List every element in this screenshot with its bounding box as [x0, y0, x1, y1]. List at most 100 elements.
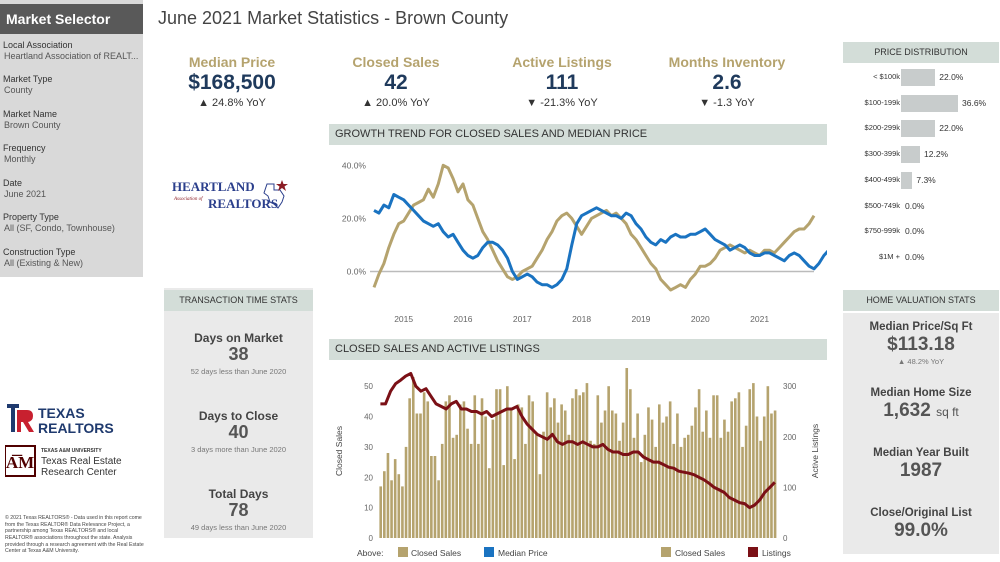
closed-sales-bar [542, 431, 545, 538]
series-line-median-price [373, 193, 827, 289]
hv-label: Close/Original List [870, 507, 972, 519]
price-range-label: $1M + [878, 251, 900, 261]
closed-sales-bar [473, 395, 477, 538]
filter-market-type[interactable]: County [4, 85, 33, 95]
closed-sales-bar [567, 434, 571, 538]
texas-realtors-logo: TEXAS REALTORS [7, 404, 114, 436]
x-tick-label: 2020 [691, 314, 710, 324]
tamu-atm-icon: A͞M [6, 453, 34, 472]
closed-sales-bar [401, 486, 404, 538]
tts-sub: 49 days less than June 2020 [190, 523, 287, 532]
closed-sales-bar [647, 407, 650, 538]
closed-sales-bar [553, 398, 556, 538]
closed-sales-bar [733, 398, 737, 538]
closed-sales-bar [654, 446, 657, 538]
price-range-percent: 12.2% [924, 149, 949, 160]
closed-sales-bar [730, 401, 733, 538]
heartland-realtors-logo: HEARTLAND Association of REALTORS [172, 179, 288, 211]
legend-closed-sales-swatch [398, 547, 408, 557]
filter-construction-type[interactable]: All (Existing & New) [4, 258, 84, 268]
filter-label-date: Date [3, 178, 23, 188]
kpi-value: 2.6 [712, 71, 742, 94]
heartland-logo-subtext: Association of [173, 197, 203, 202]
closed-sales-bar [459, 404, 462, 538]
closed-sales-bar [462, 401, 466, 538]
closed-sales-bar [770, 413, 773, 538]
closed-sales-bar [487, 468, 491, 538]
closed-sales-bar [755, 416, 759, 538]
kpi-change: ▲ 20.0% YoY [362, 97, 430, 109]
closed-sales-bar [726, 431, 730, 538]
filter-property-type[interactable]: All (SF, Condo, Townhouse) [4, 223, 115, 233]
kpi-value: 42 [384, 71, 408, 94]
closed-sales-bar [524, 443, 527, 538]
closed-sales-bar [650, 419, 654, 538]
closed-sales-bar [679, 446, 683, 538]
closed-sales-bar [560, 404, 563, 538]
closed-sales-bar [585, 383, 589, 538]
legend-median-price-text: Median Price [498, 548, 548, 558]
closed-sales-bar [513, 459, 516, 538]
closed-sales-bar [440, 443, 444, 538]
filter-label-property-type: Property Type [3, 212, 59, 222]
filter-frequency[interactable]: Monthly [4, 154, 36, 164]
x-tick-label: 2018 [572, 314, 591, 324]
y-tick-label: 40.0% [342, 160, 367, 170]
price-range-label: $200-299k [864, 123, 900, 133]
growth-trend-header: GROWTH TREND FOR CLOSED SALES AND MEDIAN… [329, 124, 827, 145]
filter-label-local-association: Local Association [3, 40, 73, 50]
closed-sales-bar [701, 431, 705, 538]
filter-date[interactable]: June 2021 [4, 189, 47, 199]
price-range-percent: 7.3% [916, 174, 936, 185]
closed-sales-bar [545, 392, 549, 538]
hv-sub: ▲ 48.2% YoY [897, 357, 945, 366]
closed-sales-bar [451, 437, 455, 538]
price-range-bar [901, 120, 936, 138]
closed-sales-listings-chart: 0 10 20 30 40 50 0 100 200 300 Closed Sales Active … [334, 368, 820, 543]
closed-sales-bar [596, 395, 600, 538]
filter-label-construction-type: Construction Type [3, 247, 76, 257]
closed-sales-bar [408, 398, 411, 538]
closed-sales-bar [643, 434, 647, 538]
hv-value: $113.18 [887, 334, 955, 355]
closed-sales-bar [444, 401, 448, 538]
kpi-change: ▼ -1.3 YoY [699, 97, 755, 109]
filter-local-association[interactable]: Heartland Association of REALT... [4, 51, 139, 61]
tts-label: Days to Close [198, 409, 279, 423]
y2-tick-label: 200 [783, 433, 797, 442]
closed-sales-bar [690, 425, 694, 538]
tr-t-mark-icon [7, 404, 19, 432]
hv-value-home-size: 1,632 sq ft [843, 400, 999, 422]
hv-value: 1987 [899, 460, 943, 481]
closed-sales-bar [686, 434, 690, 538]
home-valuation-panel [843, 313, 999, 554]
closed-sales-bar [723, 419, 726, 538]
closed-sales-bar [600, 422, 603, 538]
closed-sales-bar [574, 389, 578, 538]
legend-above-label: Above: [357, 548, 384, 558]
filter-market-name[interactable]: Brown County [4, 120, 61, 130]
texas-realtors-text-2: REALTORS [38, 420, 114, 436]
tamu-box-icon [5, 445, 36, 477]
closed-sales-bar [632, 437, 636, 538]
heartland-logo-text: HEARTLAND [172, 179, 255, 194]
price-range-percent: 0.0% [905, 226, 925, 237]
closed-sales-bar [748, 389, 752, 538]
price-range-bar [901, 69, 936, 86]
closed-sales-bar [415, 413, 419, 538]
price-range-percent: 0.0% [905, 200, 925, 211]
hv-label: Median Price/Sq Ft [869, 321, 973, 333]
closed-sales-bar [614, 413, 618, 538]
closed-sales-bar [636, 413, 639, 538]
closed-sales-bar [386, 453, 390, 538]
closed-sales-bar [571, 398, 574, 538]
closed-sales-bar [610, 410, 614, 538]
closed-sales-bar [455, 434, 458, 538]
closed-sales-bar [607, 386, 610, 538]
hv-value-unit: sq ft [936, 405, 959, 419]
price-range-label: $100-199k [864, 97, 900, 107]
closed-sales-bar [469, 443, 473, 538]
growth-trend-chart: 40.0% 20.0% 0.0% 2015 2016 2017 2018 2019 2020 20… [342, 160, 827, 324]
price-range-percent: 22.0% [939, 123, 964, 134]
price-range-label: < $100k [873, 72, 900, 81]
